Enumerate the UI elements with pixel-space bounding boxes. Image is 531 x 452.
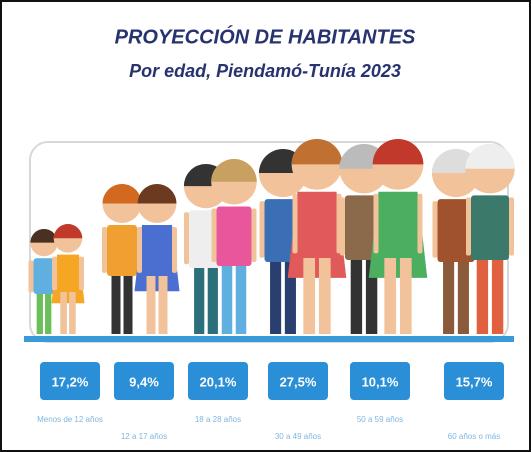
- leg: [477, 260, 488, 334]
- leg: [319, 258, 331, 334]
- arm: [102, 227, 107, 273]
- subtitle: Por edad, Piendamó-Tunía 2023: [129, 61, 401, 81]
- leg: [112, 276, 121, 334]
- category-label: 30 a 49 años: [275, 432, 321, 441]
- category-label: Menos de 12 años: [37, 415, 103, 424]
- leg: [159, 276, 168, 334]
- leg: [194, 268, 204, 334]
- leg: [443, 262, 454, 334]
- arm: [172, 227, 177, 273]
- value-label: 17,2%: [52, 374, 89, 389]
- value-label: 15,7%: [456, 374, 493, 389]
- leg: [492, 260, 503, 334]
- leg: [303, 258, 315, 334]
- infographic: PROYECCIÓN DE HABITANTES Por edad, Piend…: [0, 0, 531, 452]
- leg: [147, 276, 156, 334]
- leg: [236, 266, 247, 334]
- arm: [52, 257, 57, 291]
- category-label: 12 a 17 años: [121, 432, 167, 441]
- torso: [34, 258, 55, 294]
- arm: [509, 197, 514, 255]
- leg: [37, 294, 43, 334]
- arm: [340, 197, 345, 255]
- category-label: 50 a 59 años: [357, 415, 403, 424]
- value-label: 9,4%: [129, 374, 159, 389]
- category-label: 60 años o más: [448, 432, 500, 441]
- arm: [260, 201, 265, 258]
- arm: [29, 260, 34, 292]
- arm: [184, 212, 189, 264]
- leg: [208, 268, 218, 334]
- arm: [252, 209, 257, 263]
- leg: [400, 258, 412, 334]
- arm: [79, 257, 84, 291]
- arm: [374, 194, 379, 254]
- leg: [458, 262, 469, 334]
- leg: [45, 294, 51, 334]
- arm: [293, 194, 298, 254]
- arm: [418, 194, 423, 254]
- torso: [471, 195, 509, 260]
- torso: [107, 225, 137, 276]
- title: PROYECCIÓN DE HABITANTES: [115, 24, 416, 48]
- value-label: 10,1%: [362, 374, 399, 389]
- leg: [351, 260, 362, 334]
- torso: [217, 207, 252, 267]
- leg: [124, 276, 133, 334]
- ground-line: [24, 336, 514, 342]
- arm: [466, 197, 471, 255]
- value-label: 20,1%: [200, 374, 237, 389]
- arm: [433, 201, 438, 258]
- leg: [384, 258, 396, 334]
- leg: [270, 262, 281, 334]
- arm: [212, 209, 217, 263]
- leg: [69, 292, 76, 334]
- value-label: 27,5%: [280, 374, 317, 389]
- category-label: 18 a 28 años: [195, 415, 241, 424]
- leg: [222, 266, 233, 334]
- arm: [137, 227, 142, 273]
- leg: [60, 292, 67, 334]
